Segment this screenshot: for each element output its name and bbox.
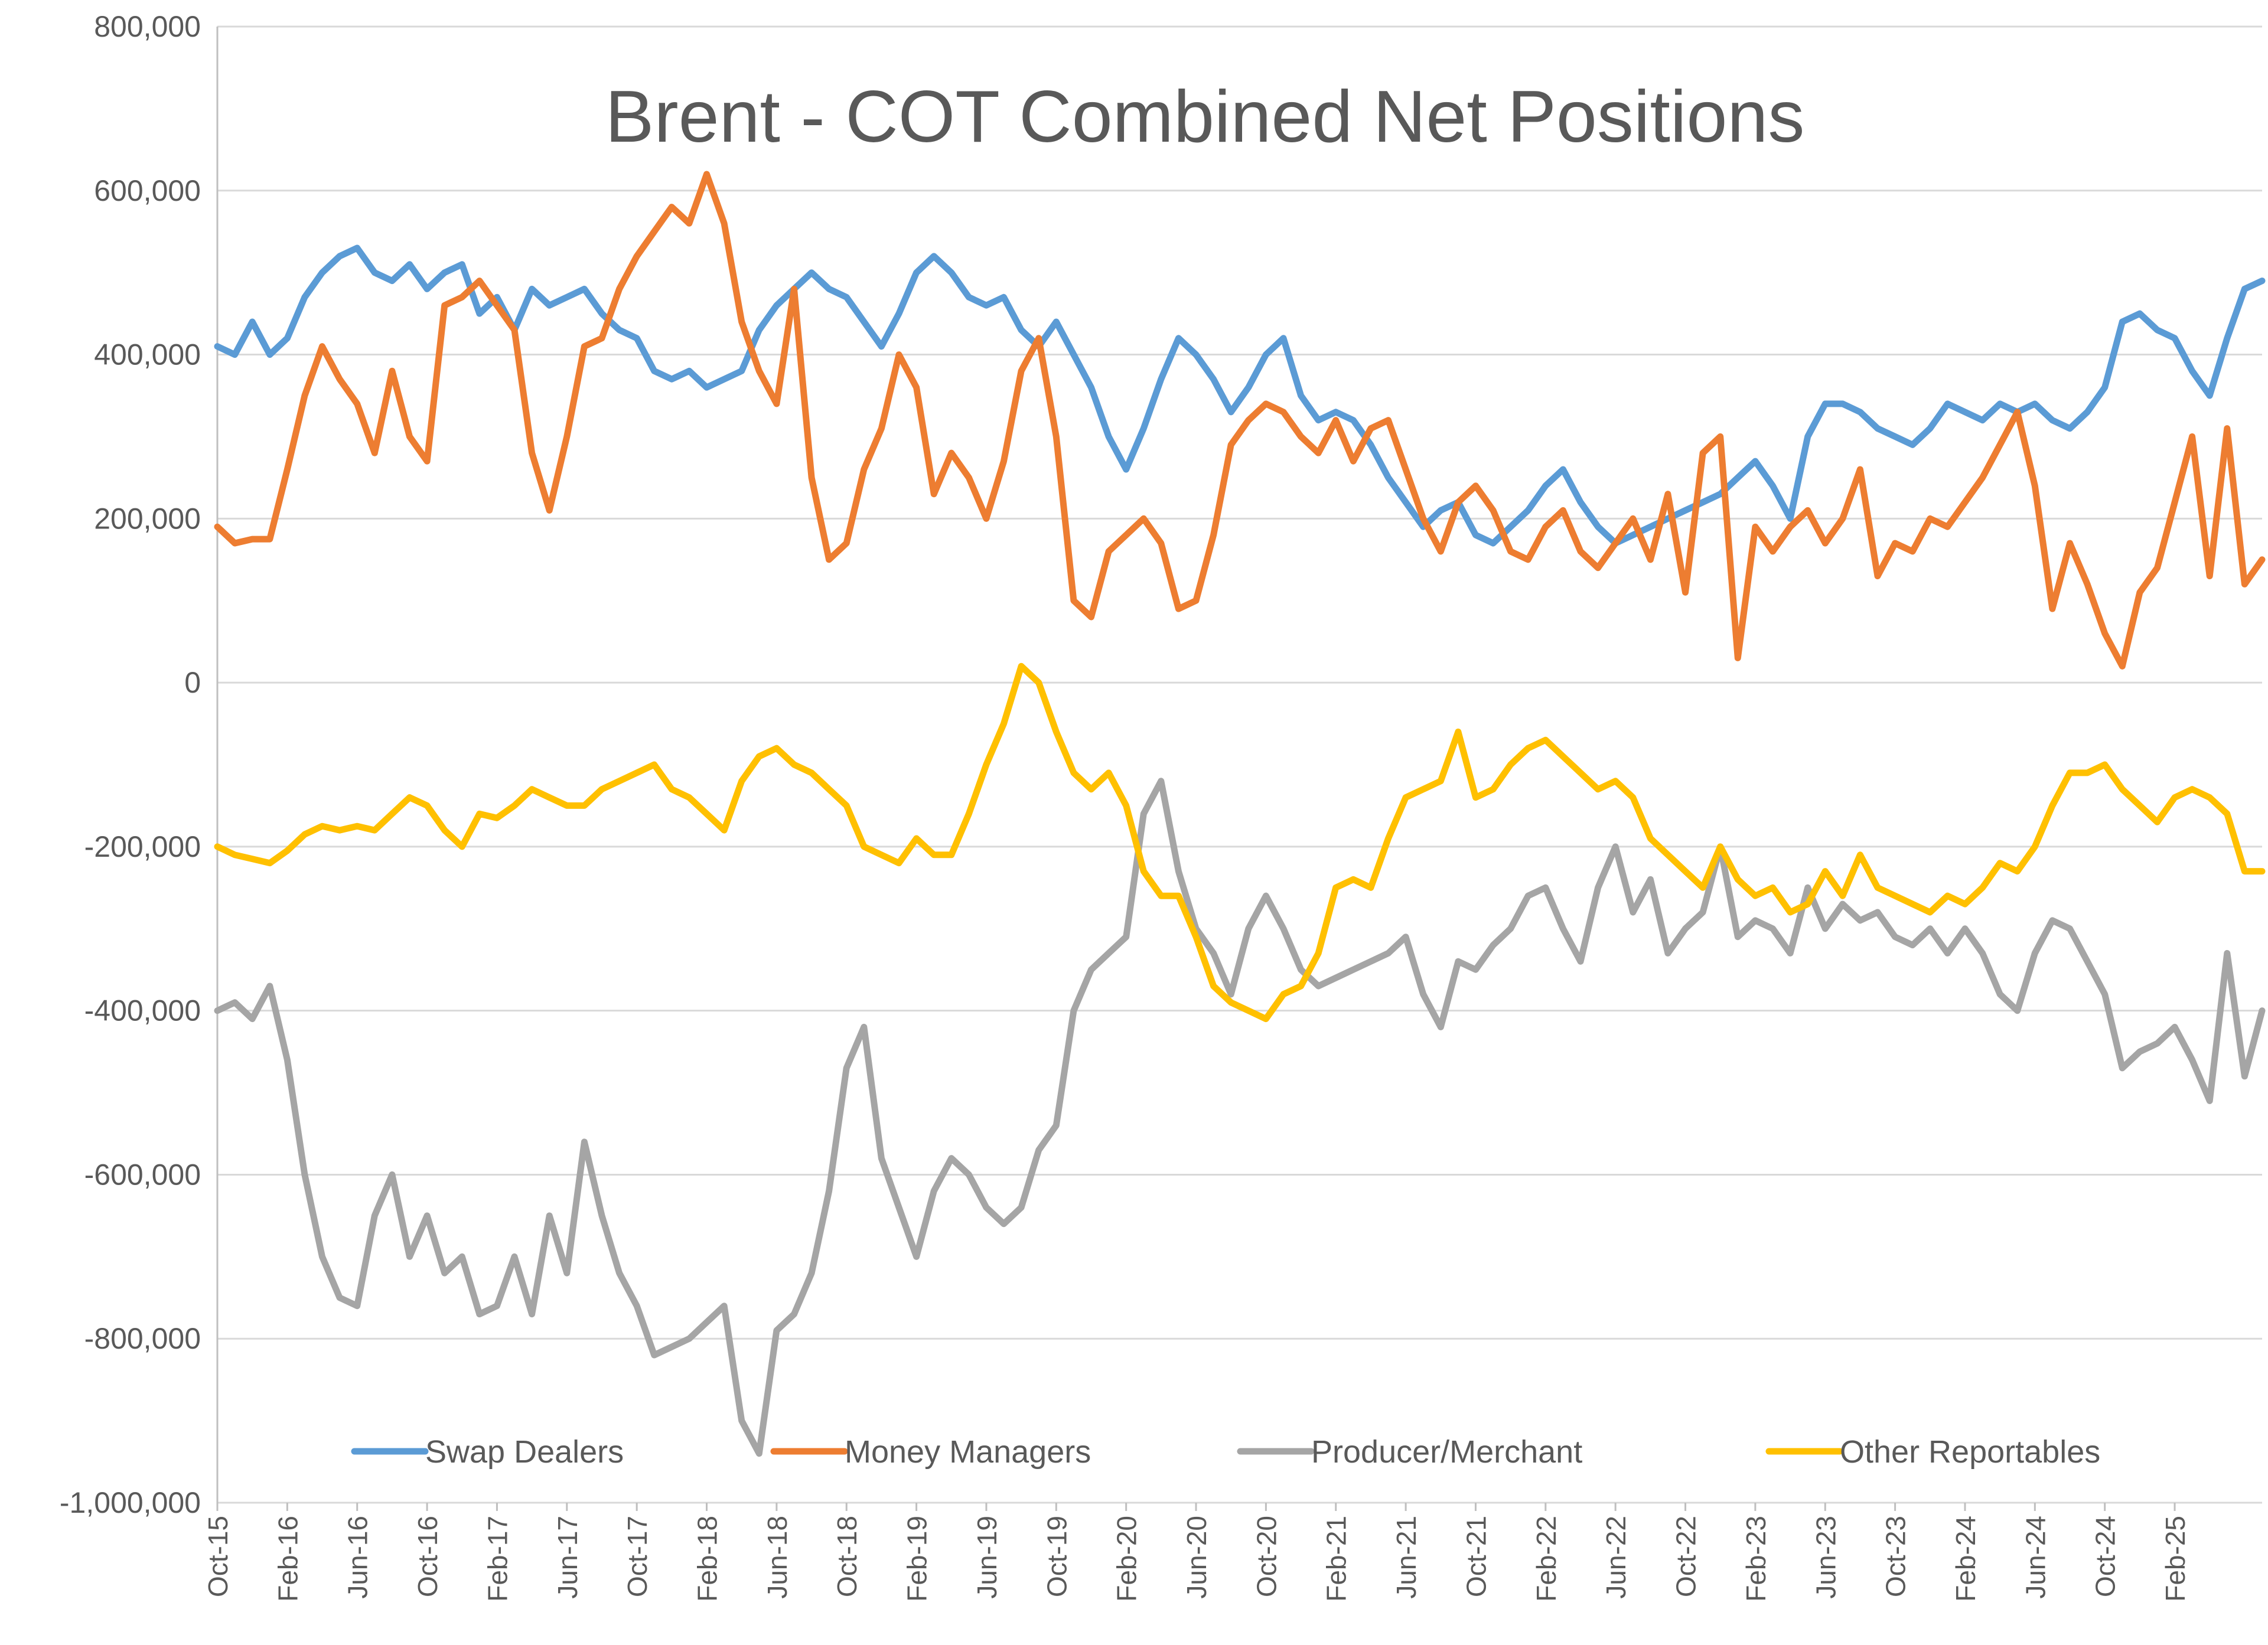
x-tick-label: Oct-18 [832, 1516, 862, 1597]
x-tick-label: Oct-16 [412, 1516, 443, 1597]
x-tick-label: Oct-19 [1041, 1516, 1072, 1597]
x-tick-label: Jun-20 [1181, 1516, 1212, 1599]
gridlines [216, 25, 2262, 1511]
y-tick-label: 0 [184, 666, 201, 699]
chart-title: Brent - COT Combined Net Positions [605, 76, 1805, 158]
y-tick-label: 400,000 [94, 338, 201, 371]
legend: Swap Dealers Money Managers Producer/Merch… [351, 1434, 2100, 1470]
y-tick-label: -600,000 [84, 1158, 201, 1191]
series-line-other-reportables [214, 662, 2266, 1023]
y-tick-label: 600,000 [94, 174, 201, 207]
x-tick-label: Feb-23 [1741, 1516, 1771, 1602]
x-tick-label: Feb-16 [272, 1516, 303, 1602]
x-tick-label: Feb-19 [902, 1516, 933, 1602]
x-axis-tick-labels: Oct-15 Feb-16 Jun-16 Oct-16 Feb-17 Jun-17 Oct-… [203, 1516, 2191, 1602]
x-tick-label: Jun-21 [1391, 1516, 1422, 1599]
x-tick-label: Feb-24 [1950, 1516, 1981, 1602]
series-lines [214, 171, 2266, 1457]
x-tick-label: Oct-15 [203, 1516, 233, 1597]
x-tick-label: Feb-17 [482, 1516, 513, 1602]
x-tick-label: Feb-22 [1531, 1516, 1562, 1602]
legend-label-swap-dealers: Swap Dealers [425, 1434, 624, 1470]
legend-label-producer-merchant: Producer/Merchant [1311, 1434, 1582, 1470]
legend-label-money-managers: Money Managers [845, 1434, 1091, 1470]
x-tick-label: Oct-23 [1881, 1516, 1911, 1597]
y-tick-label: -400,000 [84, 994, 201, 1027]
x-tick-label: Jun-22 [1601, 1516, 1631, 1599]
y-tick-label: -1,000,000 [60, 1486, 201, 1519]
legend-label-other-reportables: Other Reportables [1840, 1434, 2100, 1470]
y-tick-label: -200,000 [84, 830, 201, 863]
x-tick-label: Jun-23 [1810, 1516, 1841, 1599]
series-line-money-managers [214, 171, 2266, 670]
x-tick-label: Feb-25 [2160, 1516, 2191, 1602]
x-tick-label: Jun-16 [343, 1516, 373, 1599]
x-tick-label: Oct-21 [1461, 1516, 1491, 1597]
x-tick-label: Jun-24 [2020, 1516, 2051, 1599]
x-tick-label: Feb-21 [1321, 1516, 1352, 1602]
x-tick-label: Jun-19 [972, 1516, 1002, 1599]
x-tick-label: Oct-22 [1671, 1516, 1702, 1597]
y-tick-label: 200,000 [94, 502, 201, 535]
y-axis-tick-labels: 800,000 600,000 400,000 200,000 0 -200,000 -40… [60, 10, 201, 1519]
x-tick-label: Jun-17 [552, 1516, 583, 1599]
x-tick-label: Jun-18 [762, 1516, 793, 1599]
series-line-producer-merchant [214, 778, 2266, 1457]
series-line-swap-dealers [214, 244, 2266, 547]
x-tick-label: Feb-18 [692, 1516, 723, 1602]
x-tick-label: Oct-20 [1251, 1516, 1282, 1597]
y-tick-label: -800,000 [84, 1322, 201, 1355]
x-tick-label: Feb-20 [1112, 1516, 1142, 1602]
x-tick-label: Oct-17 [622, 1516, 653, 1597]
x-tick-label: Oct-24 [2090, 1516, 2121, 1597]
y-tick-label: 800,000 [94, 10, 201, 43]
